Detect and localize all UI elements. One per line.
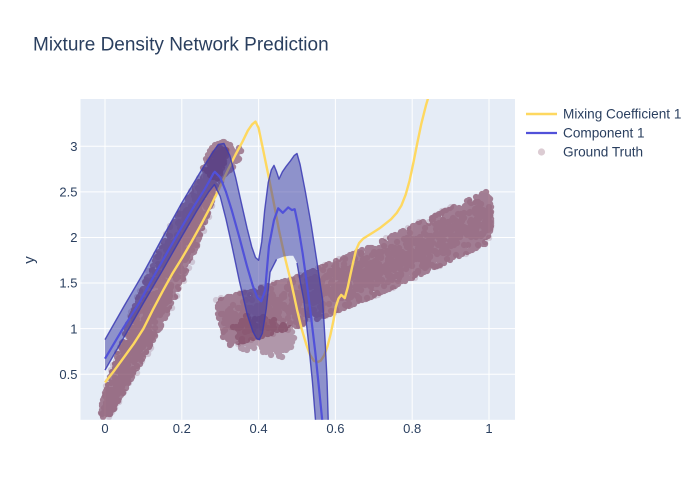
svg-text:0.4: 0.4 [250, 421, 268, 436]
svg-text:2.5: 2.5 [59, 185, 77, 200]
svg-text:Component 1: Component 1 [563, 126, 645, 141]
svg-text:1: 1 [70, 321, 77, 336]
svg-text:0.8: 0.8 [403, 421, 421, 436]
svg-text:Ground Truth: Ground Truth [563, 145, 643, 160]
svg-text:0.2: 0.2 [173, 421, 191, 436]
svg-text:Mixture Density Network Predic: Mixture Density Network Prediction [33, 35, 329, 56]
svg-text:0.6: 0.6 [326, 421, 344, 436]
svg-text:3: 3 [70, 139, 77, 154]
svg-text:y: y [21, 256, 38, 264]
svg-text:0.5: 0.5 [59, 367, 77, 382]
svg-text:2: 2 [70, 230, 77, 245]
svg-text:1.5: 1.5 [59, 276, 77, 291]
svg-text:1: 1 [485, 421, 492, 436]
svg-text:Mixing Coefficient 1: Mixing Coefficient 1 [563, 107, 681, 122]
svg-text:0: 0 [101, 421, 108, 436]
